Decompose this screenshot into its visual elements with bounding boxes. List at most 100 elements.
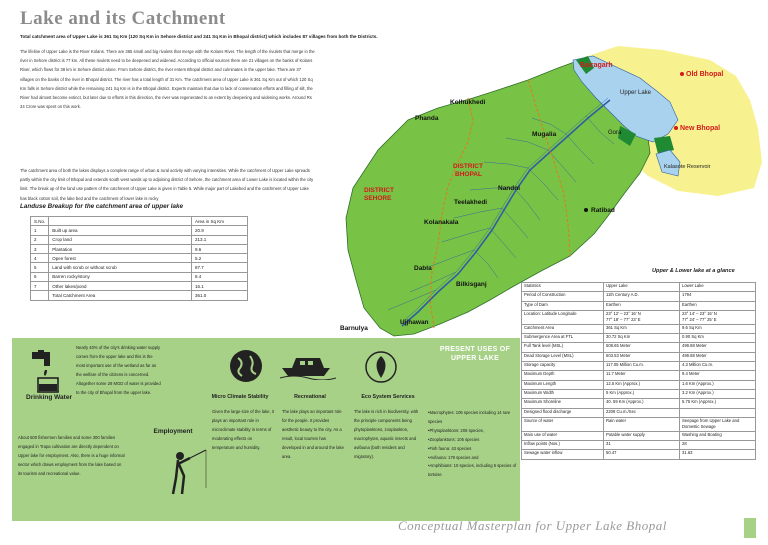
map-label-dabla: Dabla [414, 265, 432, 272]
glance-cell: Rain water [603, 416, 680, 432]
species-item: Avifauna: 179 species and [428, 454, 520, 463]
landuse-cell: Barren rocky/stony [48, 271, 192, 283]
landuse-cell: 213.1 [191, 234, 248, 245]
map-marker [584, 208, 588, 212]
map-label-kolanakala: Kolanakala [424, 219, 459, 226]
main-river [401, 99, 611, 327]
glance-row: Designed flood discharge 2208 Cu.m./Sec [521, 407, 756, 418]
landuse-cell: 361.0 [191, 290, 248, 301]
glance-cell: 50.47 [603, 449, 680, 460]
glance-cell: Maximum Depth [521, 370, 604, 381]
glance-cell: 503.53 Meter [603, 351, 680, 363]
glance-cell: 3.2 Km (Approx.) [679, 388, 756, 400]
glance-cell: Maximum Shoreline [521, 398, 604, 409]
glance-cell: Type of Dam [521, 300, 604, 311]
species-item: Zooplanktons: 105 species [428, 436, 520, 445]
landuse-cell: 3 [29, 243, 50, 255]
landuse-cell: 7 [29, 281, 50, 292]
map-label-kalasote: Kalasote Reservoir [664, 164, 711, 170]
map-label-district-bhopal: DISTRICT BHOPAL [453, 163, 483, 178]
map-label-teelakhedi: Teelakhedi [454, 199, 487, 206]
landuse-cell: 6 [29, 271, 50, 283]
glance-cell: 1794 [679, 291, 756, 302]
landuse-row: 3 Plantation 9.6 [29, 243, 248, 255]
landuse-header-row: S.No. Area in Sq Km [29, 215, 248, 227]
glance-row: Period of Construction 11th Century A.D. 1… [521, 291, 756, 302]
landuse-cell: Built up area [48, 225, 192, 236]
map-label-upper-lake: Upper Lake [620, 90, 652, 96]
map-label-phanda: Phanda [415, 115, 439, 122]
glance-table-title: Upper & Lower lake at a glance [652, 268, 735, 274]
landuse-cell: 1 [29, 225, 50, 236]
glance-cell: Maximum Length [521, 379, 604, 390]
glance-row: Main use of water Potable water supply Was… [521, 430, 756, 442]
catchment-paragraph: The catchment area of both the lakes dis… [20, 168, 314, 201]
glance-row: Submergence Area at FTL 30.72 Sq Km 0.90 S… [521, 333, 756, 344]
catchment-area [345, 59, 651, 337]
glance-cell: 499.88 Meter [679, 351, 756, 363]
recreational-heading: Recreational [294, 394, 326, 400]
glance-cell: Location: Latitude Longitude [521, 309, 604, 325]
landuse-table-title: Landuse Breakup for the catchment area o… [20, 203, 184, 210]
glance-cell: Storage capacity [521, 361, 604, 372]
glance-cell: 2208 Cu.m./Sec [603, 407, 680, 418]
glance-cell: 5.75 Km (Approx.) [679, 398, 756, 409]
landuse-row: 6 Barren rocky/stony 8.4 [29, 271, 248, 283]
species-list: Macrophytes: 106 species including 14 ra… [428, 409, 520, 480]
page-title: Lake and its Catchment [20, 8, 226, 29]
landuse-cell: S.No. [29, 215, 50, 227]
map-label-district-sehore: DISTRICT SEHORE [364, 187, 394, 202]
map-label-gora: Gora [608, 130, 622, 136]
map-label-nandni: Nandni [498, 185, 520, 192]
glance-cell: Upper Lake [603, 281, 680, 293]
glance-cell: Catchment Area [521, 323, 604, 335]
glance-row: Maximum Shoreline 40. 59 Km (Approx.) 5.75… [521, 398, 756, 409]
landuse-row: 5 Land with scrub or without scrub 87.7 [29, 262, 248, 273]
glance-cell: 23° 14' – 23° 16' N 77° 24' – 77° 25' E [679, 309, 756, 325]
map-label-new-bhopal: New Bhopal [680, 125, 720, 132]
glance-cell: 4.3 Million Cu.m. [679, 361, 756, 372]
forest-patch [576, 56, 594, 74]
footer-accent [744, 518, 756, 538]
glance-row: Source of water Rain water Seepage from Up… [521, 416, 756, 432]
glance-row: Inflow points (Nos.) 31 28 [521, 440, 756, 451]
water-tap-icon [32, 350, 59, 393]
glance-row: Maximum Depth 11.7 Meter 9.4 Meter [521, 370, 756, 381]
map-label-old-bhopal: Old Bhopal [686, 71, 723, 78]
forest-patch [654, 136, 674, 154]
catchment-boundary [527, 79, 571, 257]
landuse-row: 7 Other lakes/pond 16.1 [29, 281, 248, 292]
glance-cell: 30.72 Sq Km [603, 333, 680, 344]
glance-cell: 5 Km (Approx.) [603, 388, 680, 400]
map-label-ujjhawan: Ujjhawan [400, 319, 429, 326]
map-label-kolhukhedi: Kolhukhedi [450, 99, 486, 106]
glance-cell: Earthen [603, 300, 680, 311]
glance-cell: Dead Storage Level (MSL) [521, 351, 604, 363]
globe-icon [230, 350, 262, 382]
glance-row: Type of Dam Earthen Earthen [521, 300, 756, 311]
landuse-cell: 5 [29, 262, 50, 273]
glance-cell: 31.63 [679, 449, 756, 460]
district-boundary [429, 97, 474, 329]
recreational-text: The lake plays an important role for the… [282, 409, 344, 459]
landuse-cell: Land with scrub or without scrub [48, 262, 192, 273]
glance-cell: 11.7 Meter [603, 370, 680, 381]
glance-row: Full Tank level (MSL) 508.65 Meter 499.88 … [521, 342, 756, 353]
employment-text: About 500 fishermen families and some 30… [18, 435, 125, 476]
map-label-ratibad: Ratibad [591, 207, 615, 214]
boat-icon [280, 358, 336, 380]
landuse-cell: 16.1 [191, 281, 248, 292]
landuse-row: 4 Open forest 5.2 [29, 253, 248, 264]
page-subtitle: Total catchment area of Upper Lake is 36… [20, 34, 378, 39]
landuse-cell [48, 215, 192, 227]
leaf-icon [365, 351, 397, 383]
glance-cell: Earthen [679, 300, 756, 311]
glance-cell: 11th Century A.D. [603, 291, 680, 302]
landuse-cell: Total Catchment Area [48, 290, 192, 301]
landuse-cell: Other lakes/pond [48, 281, 192, 292]
species-item: Fish fauna: 43 species [428, 445, 520, 454]
present-uses-title: PRESENT USES OF UPPER LAKE [439, 346, 511, 362]
glance-cell: Designed flood discharge [521, 407, 604, 418]
glance-cell: Washing and Boating [679, 430, 756, 442]
glance-cell: Submergence Area at FTL [521, 333, 604, 344]
